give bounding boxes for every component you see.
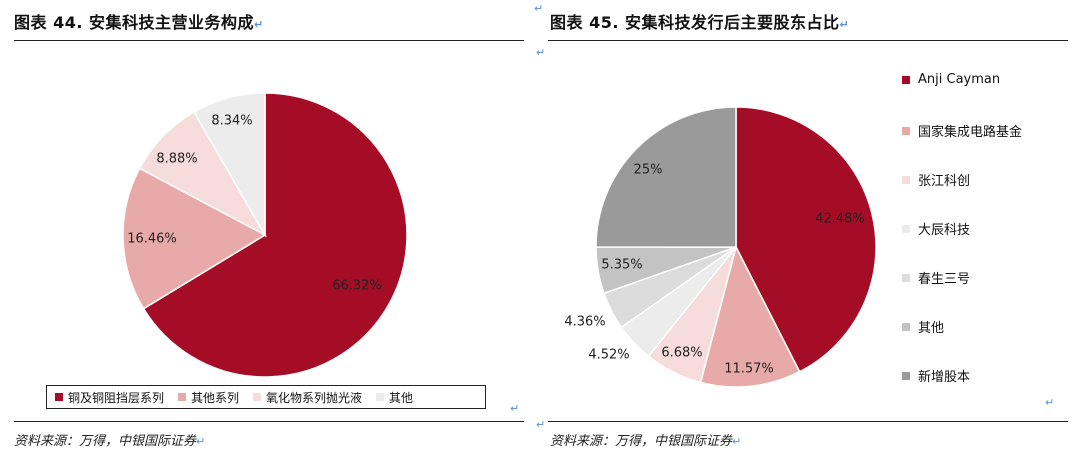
right-chart-title-text: 图表 45. 安集科技发行后主要股东占比 <box>550 13 840 32</box>
pie-slice <box>595 106 737 248</box>
legend-swatch <box>902 75 910 84</box>
slice-data-label: 6.68% <box>661 346 702 361</box>
left-title-rule <box>14 40 524 41</box>
return-mark: ↵ <box>254 18 264 31</box>
legend-item: 氧化物系列抛光液 <box>253 389 362 406</box>
return-mark: ↵ <box>732 435 742 448</box>
slice-data-label: 5.35% <box>601 258 642 273</box>
slice-data-label: 4.52% <box>588 348 629 363</box>
legend-item: 春生三号 <box>902 268 970 287</box>
left-chart-panel: 图表 44. 安集科技主营业务构成↵ 66.32% 16.46% 8.88% 8.34… <box>0 0 528 457</box>
legend-item: 国家集成电路基金 <box>902 121 1022 140</box>
legend-swatch <box>376 393 385 401</box>
pie-slice <box>192 92 266 238</box>
return-mark: ↵ <box>510 402 520 415</box>
legend-swatch <box>55 393 63 401</box>
return-mark: ↵ <box>534 2 544 15</box>
pie-slice <box>735 106 877 373</box>
legend-item: 其他 <box>376 389 413 406</box>
right-legend: Anji Cayman 国家集成电路基金 张江科创大辰科技春生三号其他新增股本 <box>902 72 1072 392</box>
left-source-note: 资料来源：万得，中银国际证券↵ <box>14 430 205 449</box>
legend-label: 氧化物系列抛光液 <box>266 390 363 405</box>
legend-label: 国家集成电路基金 <box>918 125 1023 140</box>
legend-swatch <box>178 393 187 401</box>
legend-swatch <box>902 371 910 380</box>
legend-swatch <box>902 126 910 135</box>
return-mark: ↵ <box>536 418 546 431</box>
legend-swatch <box>902 273 910 282</box>
legend-label: 其他系列 <box>191 390 240 405</box>
legend-label: 新增股本 <box>918 370 971 385</box>
pie-slice <box>142 92 408 378</box>
legend-item: 其他系列 <box>178 389 239 406</box>
legend-item: Anji Cayman <box>902 72 1000 87</box>
legend-label: Anji Cayman <box>918 72 1001 87</box>
legend-swatch <box>253 393 262 401</box>
left-bottom-rule <box>14 421 524 422</box>
legend-item: 大辰科技 <box>902 219 970 238</box>
slice-data-label: 8.88% <box>156 152 197 167</box>
slice-data-label: 42.48% <box>815 212 865 227</box>
right-source-text: 资料来源：万得，中银国际证券 <box>550 434 733 449</box>
legend-item: 张江科创 <box>902 170 970 189</box>
legend-item: 铜及铜阻挡层系列 <box>55 389 164 406</box>
right-chart-title: 图表 45. 安集科技发行后主要股东占比↵ <box>550 9 849 33</box>
right-bottom-rule <box>548 421 1068 422</box>
legend-item: 其他 <box>902 317 944 336</box>
legend-label: 春生三号 <box>918 272 971 287</box>
slice-data-label: 25% <box>634 163 663 178</box>
right-pie-chart: 42.48% 11.57% 6.68% 4.52% 4.36% 5.35% 25% <box>564 106 877 388</box>
legend-label: 其他 <box>389 390 414 405</box>
return-mark: ↵ <box>1045 396 1055 409</box>
legend-label: 其他 <box>918 321 945 336</box>
legend-item: 新增股本 <box>902 366 970 385</box>
legend-label: 张江科创 <box>918 174 971 189</box>
pie-slice <box>122 167 267 310</box>
slice-data-label: 4.36% <box>564 315 605 330</box>
right-chart-panel: ↵ 图表 45. 安集科技发行后主要股东占比↵ ↵ 42.48% 11.57% 6.… <box>534 0 1080 457</box>
legend-swatch <box>902 175 910 184</box>
legend-label: 铜及铜阻挡层系列 <box>68 390 165 405</box>
left-legend: 铜及铜阻挡层系列 其他系列 氧化物系列抛光液 其他 <box>46 385 486 409</box>
right-source-note: 资料来源：万得，中银国际证券↵ <box>550 430 741 449</box>
slice-data-label: 16.46% <box>127 232 177 247</box>
return-mark: ↵ <box>196 435 206 448</box>
return-mark: ↵ <box>839 18 850 31</box>
slice-data-label: 8.34% <box>211 114 252 129</box>
left-chart-title: 图表 44. 安集科技主营业务构成↵ <box>14 9 264 33</box>
legend-swatch <box>902 224 910 233</box>
left-source-text: 资料来源：万得，中银国际证券 <box>14 434 197 449</box>
left-pie-chart: 66.32% 16.46% 8.88% 8.34% <box>122 92 408 378</box>
slice-data-label: 66.32% <box>332 279 382 294</box>
right-title-rule <box>548 40 1068 41</box>
legend-swatch <box>902 322 910 331</box>
legend-label: 大辰科技 <box>918 223 971 238</box>
left-chart-title-text: 图表 44. 安集科技主营业务构成 <box>14 13 254 32</box>
return-mark: ↵ <box>536 46 546 59</box>
slice-data-label: 11.57% <box>724 362 774 377</box>
pie-slice <box>699 244 801 388</box>
